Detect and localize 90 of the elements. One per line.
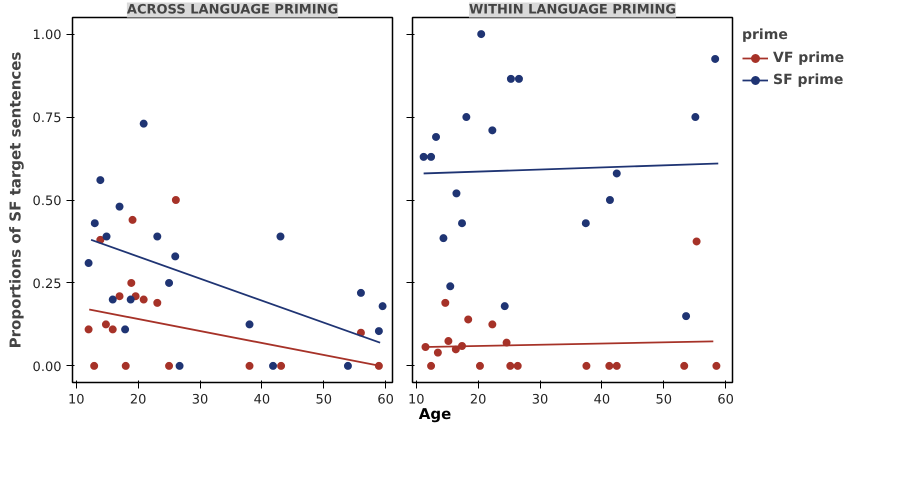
y-tick-label: 0.50 [32, 194, 62, 209]
point [506, 74, 515, 83]
x-tick-label: 40 [594, 392, 610, 408]
y-tick-label: 0.25 [32, 276, 62, 292]
legend-label: SF prime [773, 72, 844, 88]
point [612, 362, 621, 370]
point [605, 362, 614, 370]
point [246, 320, 254, 328]
point [96, 176, 104, 184]
chart-title: ACROSS LANGUAGE PRIMING [126, 2, 338, 18]
point [458, 219, 466, 228]
point [712, 362, 720, 370]
legend-title: prime [742, 27, 789, 43]
x-tick-label: 60 [377, 392, 394, 408]
point [140, 120, 148, 128]
y-tick-label: 1.00 [32, 28, 62, 44]
point [582, 219, 590, 228]
point [488, 126, 496, 134]
point [126, 296, 135, 304]
point [153, 298, 162, 307]
point [344, 362, 352, 370]
point [441, 298, 450, 307]
point [582, 362, 590, 370]
point [612, 169, 621, 178]
point [427, 362, 436, 370]
point [90, 219, 99, 228]
point [84, 325, 93, 334]
point [165, 278, 174, 287]
point [488, 320, 496, 328]
point [127, 278, 136, 287]
point [102, 232, 111, 240]
point [246, 362, 254, 370]
x-tick-label: 20 [130, 392, 146, 408]
point [378, 302, 387, 310]
point [606, 196, 614, 204]
point [108, 296, 117, 304]
point [476, 362, 484, 370]
point [116, 292, 124, 300]
y-tick-label: 0.00 [32, 360, 62, 375]
point [128, 216, 137, 224]
point [420, 152, 428, 161]
point [122, 362, 130, 370]
point [108, 325, 117, 334]
legend-label: VF prime [773, 50, 844, 66]
point [276, 232, 284, 240]
point [500, 302, 509, 310]
point [165, 362, 174, 370]
x-tick-label: 20 [470, 392, 486, 408]
point [682, 312, 690, 320]
point [514, 362, 522, 370]
point [452, 189, 460, 198]
point [506, 362, 514, 370]
x-tick-label: 50 [656, 392, 672, 408]
point [439, 234, 448, 242]
x-tick-label: 40 [254, 392, 270, 408]
point [432, 132, 440, 141]
point [462, 113, 470, 122]
point [691, 113, 700, 122]
point [140, 296, 148, 304]
point [277, 362, 286, 370]
point [84, 259, 93, 268]
point [102, 320, 110, 328]
point [90, 362, 98, 370]
point [446, 282, 454, 290]
point [464, 315, 472, 324]
point [172, 196, 180, 204]
point [269, 362, 278, 370]
point [153, 232, 162, 240]
point [514, 74, 523, 83]
point [427, 152, 436, 161]
y-tick-label: 0.75 [32, 111, 62, 126]
point [692, 237, 701, 246]
point [477, 30, 486, 38]
x-tick-label: 60 [717, 392, 734, 408]
point [116, 202, 124, 211]
point [711, 54, 720, 63]
point [680, 362, 688, 370]
point [434, 348, 442, 357]
x-tick-label: 10 [68, 392, 84, 408]
x-tick-label: 30 [532, 392, 548, 408]
x-tick-label: 50 [316, 392, 332, 408]
point [171, 252, 180, 260]
x-tick-label: 30 [192, 392, 208, 408]
point [121, 325, 130, 334]
point [444, 337, 452, 346]
y-axis-title: Proportions of SF target sentences [6, 52, 25, 348]
point [176, 362, 184, 370]
point [356, 288, 365, 297]
chart-title: WITHIN LANGUAGE PRIMING [468, 2, 676, 18]
point [374, 327, 383, 336]
